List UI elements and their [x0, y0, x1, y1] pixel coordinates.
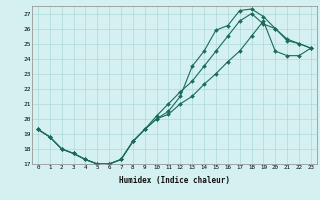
- X-axis label: Humidex (Indice chaleur): Humidex (Indice chaleur): [119, 176, 230, 185]
